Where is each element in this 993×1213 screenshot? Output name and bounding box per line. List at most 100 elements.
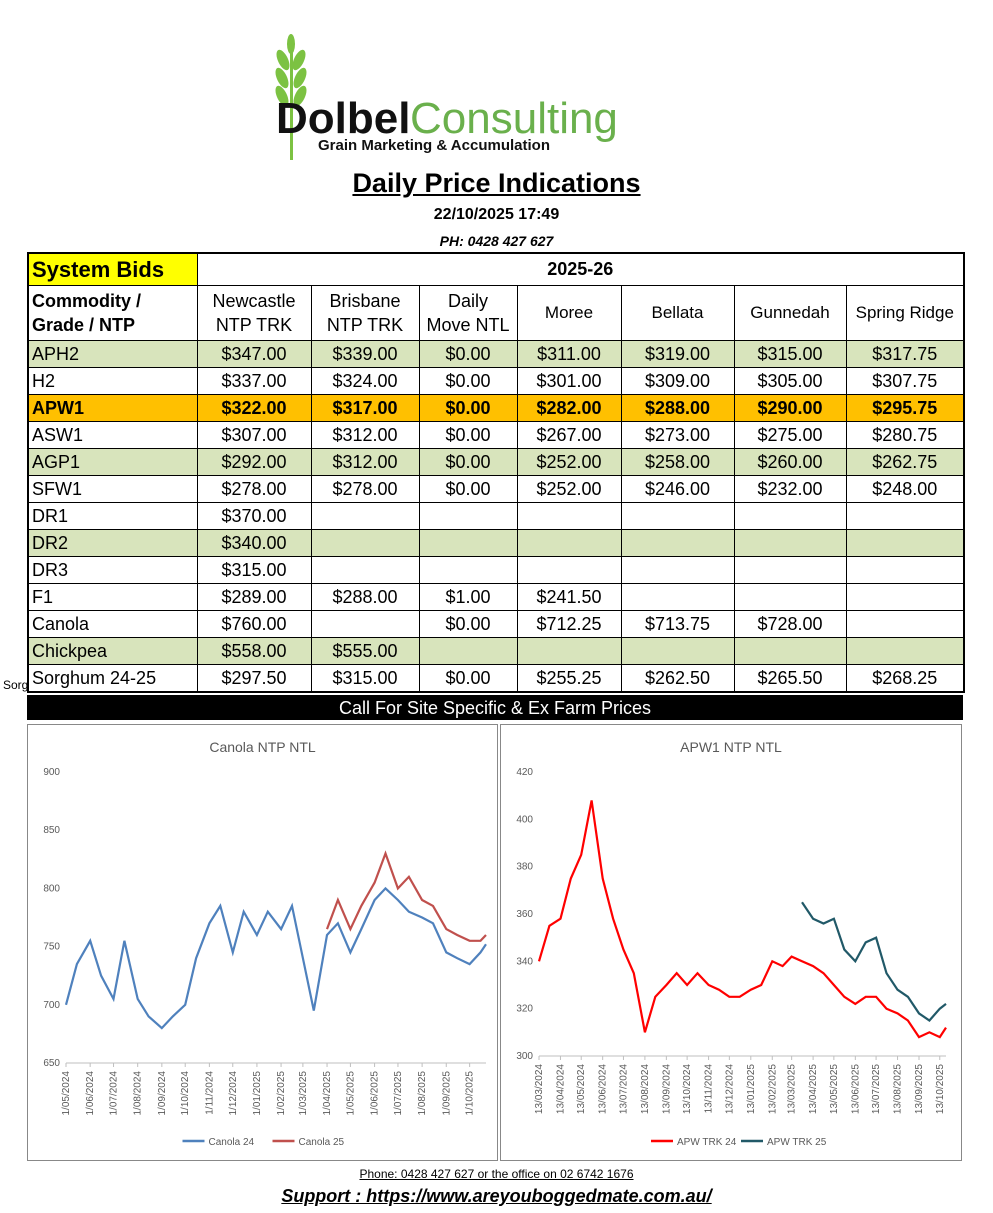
- x-tick-label: 1/06/2024: [85, 1071, 96, 1116]
- price-cell: $280.75: [845, 421, 965, 449]
- price-cell: $0.00: [418, 475, 518, 503]
- y-tick-label: 420: [516, 767, 533, 778]
- price-cell: $339.00: [310, 340, 420, 368]
- data-row: AGP1 $292.00 $312.00 $0.00 $252.00 $258.00 $26…: [27, 448, 965, 476]
- price-cell: [733, 529, 847, 557]
- price-cell: [310, 556, 420, 584]
- price-cell: $317.00: [310, 394, 420, 422]
- data-row: Chickpea $558.00 $555.00: [27, 637, 965, 665]
- price-cell: $252.00: [516, 448, 622, 476]
- price-cell: $1.00: [418, 583, 518, 611]
- price-cell: $307.75: [845, 367, 965, 395]
- price-cell: $278.00: [310, 475, 420, 503]
- data-row: ASW1 $307.00 $312.00 $0.00 $267.00 $273.00 $27…: [27, 421, 965, 449]
- chart-title: APW1 NTP NTL: [680, 739, 782, 755]
- price-cell: $288.00: [620, 394, 735, 422]
- commodity: Canola: [27, 610, 198, 638]
- column-header-line: Move NTL: [426, 315, 510, 335]
- y-tick-label: 300: [516, 1051, 533, 1062]
- price-cell: [620, 502, 735, 530]
- price-cell: [845, 637, 965, 665]
- price-cell: $297.50: [196, 664, 312, 693]
- x-tick-label: 1/03/2025: [298, 1071, 309, 1116]
- timestamp: 22/10/2025 17:49: [433, 206, 560, 223]
- price-cell: [516, 502, 622, 530]
- x-tick-label: 13/04/2024: [555, 1064, 566, 1114]
- price-cell: $311.00: [516, 340, 622, 368]
- column-header: Bellata: [620, 285, 735, 341]
- price-cell: [733, 556, 847, 584]
- data-row: APW1 $322.00 $317.00 $0.00 $282.00 $288.00 $29…: [27, 394, 965, 422]
- column-header-line: Brisbane: [329, 291, 401, 311]
- price-cell: [418, 556, 518, 584]
- legend-label: APW TRK 24: [677, 1137, 737, 1148]
- x-tick-label: 13/08/2024: [640, 1064, 651, 1114]
- commodity: APH2: [27, 340, 198, 368]
- price-cell: [310, 529, 420, 557]
- price-cell: $0.00: [418, 394, 518, 422]
- commodity: Chickpea: [27, 637, 198, 665]
- column-header: Moree: [516, 285, 622, 341]
- x-tick-label: 1/11/2024: [204, 1071, 215, 1115]
- wheat-icon: [275, 34, 307, 160]
- season-row: System Bids 2025-26: [27, 252, 965, 286]
- price-cell: $232.00: [733, 475, 847, 503]
- price-cell: [845, 583, 965, 611]
- price-cell: $241.50: [516, 583, 622, 611]
- column-header-line: Gunnedah: [750, 303, 830, 322]
- price-cell: $262.75: [845, 448, 965, 476]
- price-cell: $322.00: [196, 394, 312, 422]
- column-header: Spring Ridge: [845, 285, 965, 341]
- commodity: DR3: [27, 556, 198, 584]
- chart: APW1 NTP NTL 300 320 340 360 380 400 420 13/03/2…: [516, 739, 947, 1148]
- price-cell: $312.00: [310, 448, 420, 476]
- x-tick-label: 13/09/2024: [661, 1064, 672, 1114]
- price-cell: $260.00: [733, 448, 847, 476]
- column-header-line: Commodity /: [32, 291, 142, 311]
- price-cell: $278.00: [196, 475, 312, 503]
- price-cell: $0.00: [418, 610, 518, 638]
- price-table: System Bids 2025-26 Commodity / Grade / NTP…: [27, 252, 966, 693]
- commodity: DR1: [27, 502, 198, 530]
- x-tick-label: 13/04/2025: [808, 1064, 819, 1114]
- column-header: Newcastle NTP TRK: [196, 285, 312, 341]
- legend-label: Canola 24: [209, 1137, 255, 1148]
- price-cell: [733, 583, 847, 611]
- column-header: Gunnedah: [733, 285, 847, 341]
- price-cell: $290.00: [733, 394, 847, 422]
- series-line: [801, 901, 947, 1022]
- x-tick-label: 13/02/2025: [767, 1064, 778, 1114]
- price-cell: $268.25: [845, 664, 965, 693]
- price-cell: [845, 529, 965, 557]
- x-tick-label: 13/10/2024: [682, 1064, 693, 1114]
- x-tick-label: 13/09/2025: [914, 1064, 925, 1114]
- y-tick-label: 800: [43, 883, 60, 894]
- x-tick-label: 1/09/2025: [441, 1071, 452, 1116]
- chart-box: Canola NTP NTL 650 700 750 800 850 900 1/05/202…: [27, 724, 498, 1161]
- x-tick-label: 1/06/2025: [370, 1071, 381, 1116]
- price-cell: [845, 502, 965, 530]
- x-tick-label: 13/12/2024: [724, 1064, 735, 1114]
- y-tick-label: 750: [43, 942, 60, 953]
- price-cell: [620, 529, 735, 557]
- legend-label: APW TRK 25: [767, 1137, 827, 1148]
- x-tick-label: 1/04/2025: [322, 1071, 333, 1116]
- title: Daily Price Indications: [352, 168, 641, 198]
- price-cell: [620, 637, 735, 665]
- commodity: AGP1: [27, 448, 198, 476]
- price-cell: $275.00: [733, 421, 847, 449]
- x-tick-label: 13/07/2025: [871, 1064, 882, 1114]
- price-cell: [733, 637, 847, 665]
- price-cell: [310, 502, 420, 530]
- column-header-line: NTP TRK: [215, 315, 293, 335]
- commodity: DR2: [27, 529, 198, 557]
- x-tick-label: 1/02/2025: [276, 1071, 287, 1116]
- x-tick-label: 1/07/2025: [393, 1071, 404, 1116]
- commodity: APW1: [27, 394, 198, 422]
- x-tick-label: 13/03/2024: [534, 1064, 545, 1114]
- price-cell: $555.00: [310, 637, 420, 665]
- footer-contact: Phone: 0428 427 627 or the office on 02 …: [359, 1167, 634, 1181]
- y-tick-label: 650: [43, 1058, 60, 1069]
- commodity: SFW1: [27, 475, 198, 503]
- chart-box: APW1 NTP NTL 300 320 340 360 380 400 420 13/03/2…: [500, 724, 962, 1161]
